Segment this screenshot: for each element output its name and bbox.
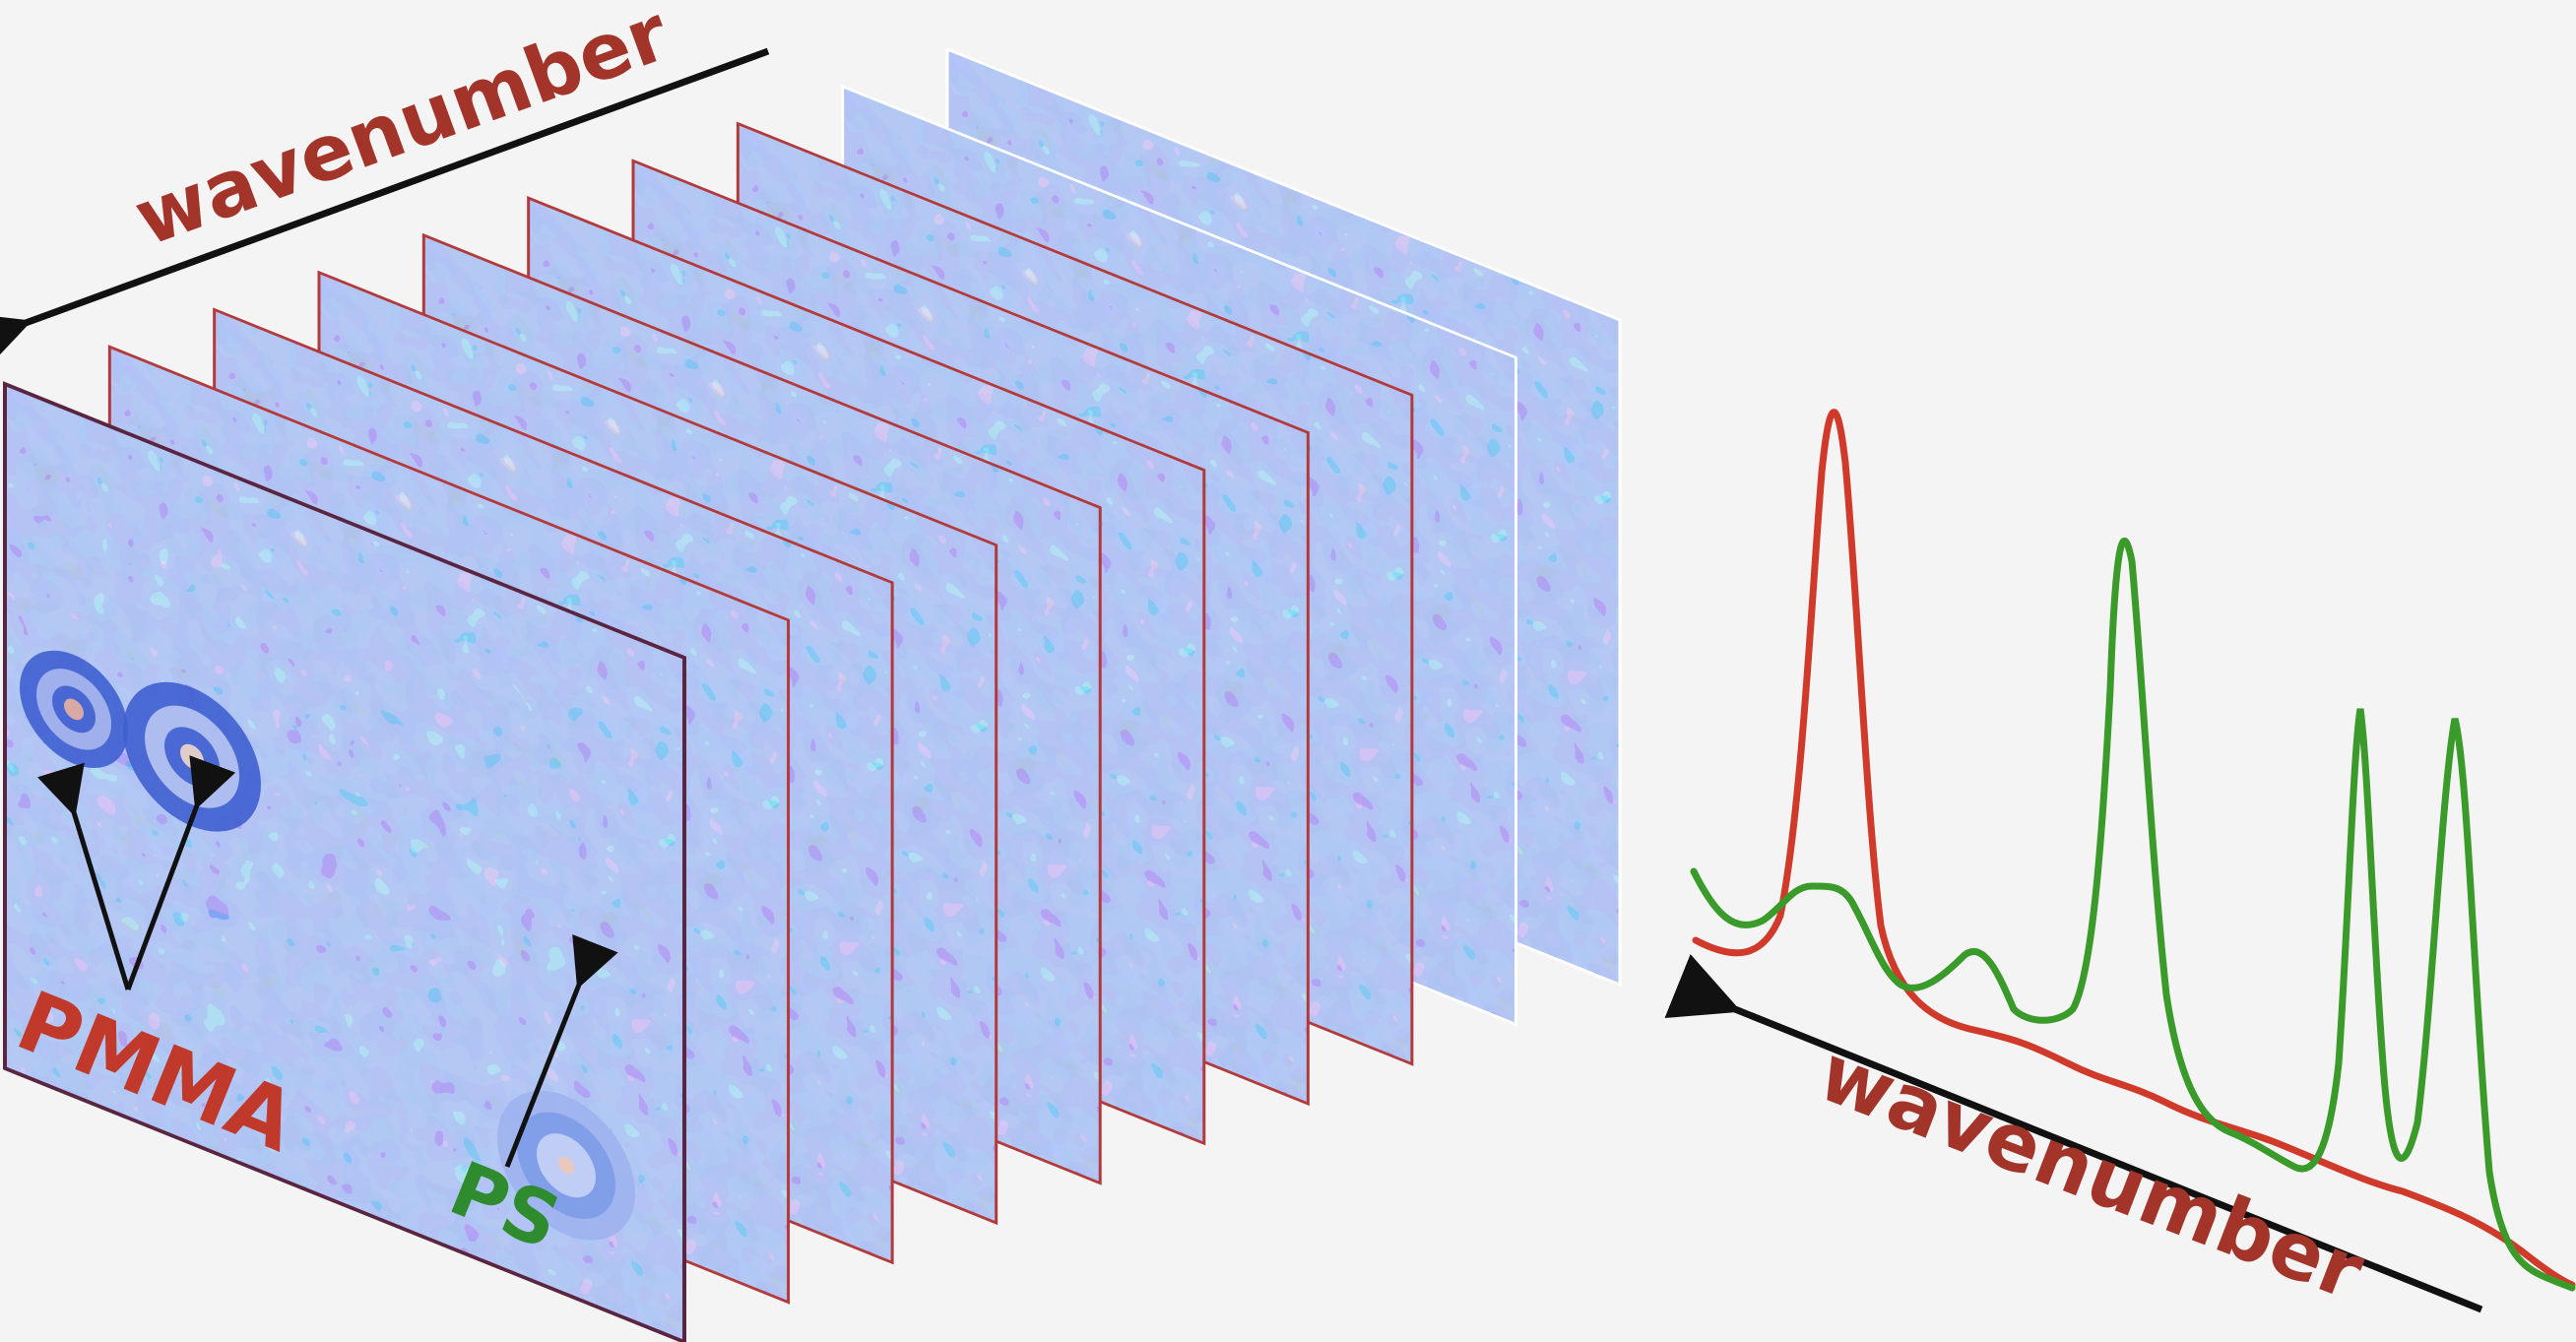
pmma-spectrum-line	[1692, 409, 2576, 1289]
arrow-left-icon	[1664, 954, 2483, 1313]
ps-spectrum-line	[1690, 538, 2576, 1292]
frame-stack	[3, 46, 1622, 1342]
spectra-plot: wavenumber	[1664, 409, 2576, 1318]
arrow-left-icon	[0, 47, 770, 377]
